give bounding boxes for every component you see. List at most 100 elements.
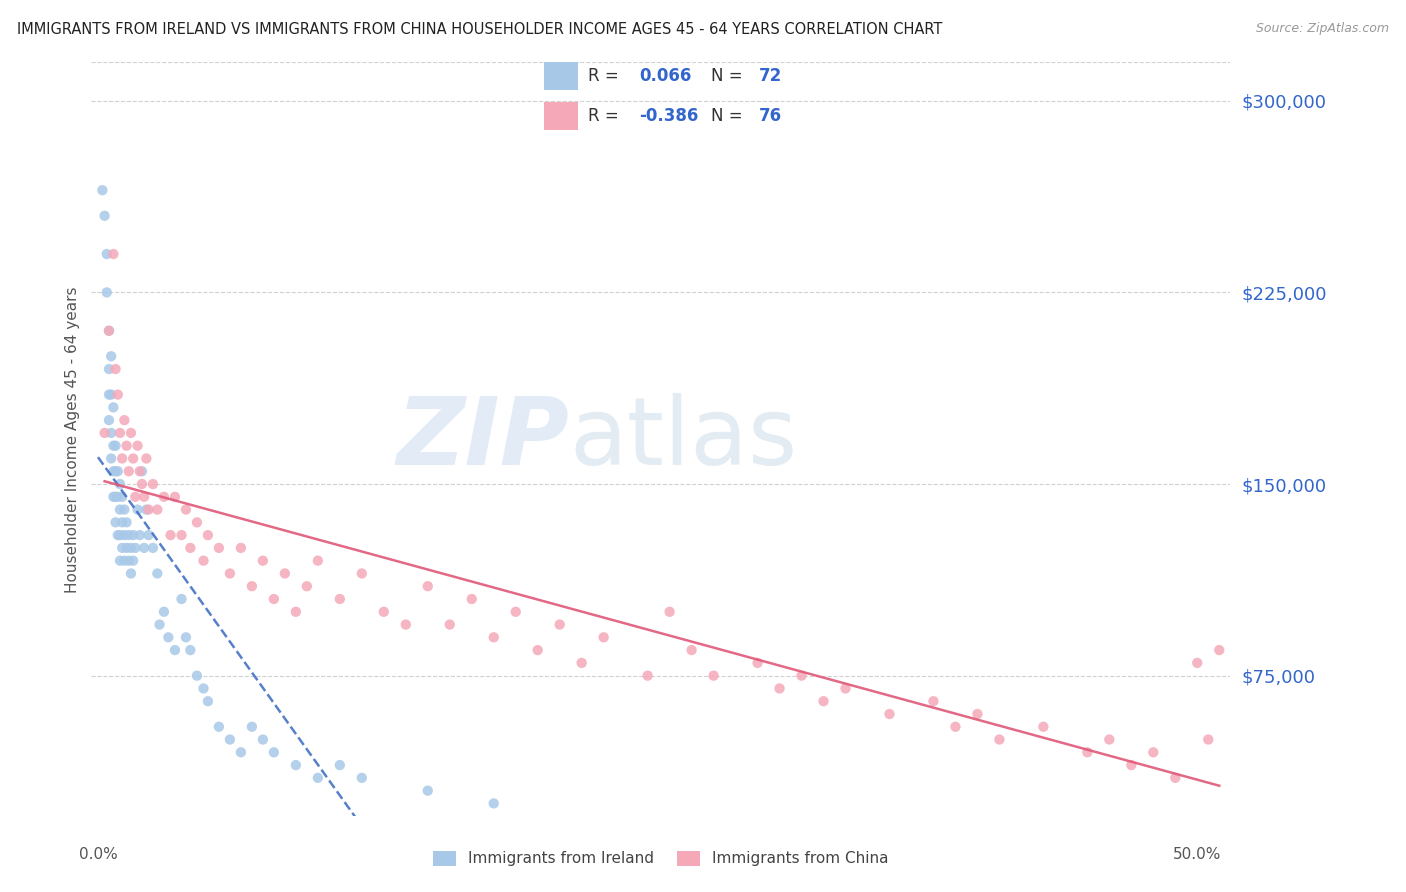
FancyBboxPatch shape	[544, 62, 578, 90]
Point	[96, 247, 118, 261]
Point	[482, 630, 505, 644]
Point	[96, 285, 118, 300]
Point	[128, 464, 150, 478]
Point	[104, 490, 127, 504]
Point	[122, 528, 145, 542]
Point	[120, 541, 142, 555]
Point	[284, 758, 307, 772]
Point	[681, 643, 703, 657]
Point	[107, 528, 129, 542]
Point	[174, 630, 197, 644]
Point	[193, 681, 215, 696]
Point	[107, 490, 129, 504]
Point	[526, 643, 548, 657]
Text: atlas: atlas	[569, 393, 799, 485]
Point	[135, 451, 157, 466]
Point	[208, 720, 231, 734]
Point	[100, 349, 122, 363]
Point	[104, 516, 127, 530]
Point	[1098, 732, 1121, 747]
Point	[229, 541, 252, 555]
Point	[307, 554, 329, 568]
Point	[148, 617, 170, 632]
Point	[157, 630, 180, 644]
Point	[108, 528, 131, 542]
Point	[138, 528, 160, 542]
Point	[118, 528, 141, 542]
Point	[103, 490, 125, 504]
Point	[122, 451, 145, 466]
Point	[988, 732, 1011, 747]
Point	[329, 592, 352, 607]
Point	[879, 706, 901, 721]
Point	[768, 681, 790, 696]
Point	[505, 605, 527, 619]
Point	[252, 732, 274, 747]
Point	[163, 490, 186, 504]
Point	[263, 592, 285, 607]
Point	[120, 425, 142, 440]
Point	[307, 771, 329, 785]
Point	[138, 502, 160, 516]
Point	[219, 732, 242, 747]
Point	[103, 464, 125, 478]
Point	[350, 771, 373, 785]
Point	[482, 797, 505, 811]
Point	[966, 706, 988, 721]
Point	[637, 668, 659, 682]
Point	[179, 541, 201, 555]
Point	[186, 668, 208, 682]
Point	[395, 617, 418, 632]
Point	[1121, 758, 1143, 772]
Point	[571, 656, 593, 670]
Point	[159, 528, 181, 542]
Point	[1208, 643, 1230, 657]
Point	[163, 643, 186, 657]
Point	[208, 541, 231, 555]
Point	[142, 477, 165, 491]
Text: 76: 76	[759, 107, 782, 125]
Point	[131, 464, 153, 478]
Text: R =: R =	[588, 107, 624, 125]
Point	[439, 617, 461, 632]
Point	[122, 554, 145, 568]
Point	[834, 681, 856, 696]
Text: 0.0%: 0.0%	[79, 847, 117, 862]
Text: Source: ZipAtlas.com: Source: ZipAtlas.com	[1256, 22, 1389, 36]
Point	[112, 413, 135, 427]
Point	[93, 209, 115, 223]
Point	[127, 439, 149, 453]
Point	[127, 502, 149, 516]
Point	[120, 566, 142, 581]
Point	[108, 425, 131, 440]
Point	[91, 183, 114, 197]
Point	[107, 464, 129, 478]
Point	[1164, 771, 1187, 785]
Point	[93, 425, 115, 440]
Point	[100, 387, 122, 401]
Point	[118, 554, 141, 568]
Text: 72: 72	[759, 67, 782, 85]
Point	[416, 579, 439, 593]
Point	[115, 541, 138, 555]
Point	[98, 362, 121, 376]
Text: 50.0%: 50.0%	[1173, 847, 1222, 862]
Point	[284, 605, 307, 619]
Point	[197, 528, 219, 542]
Text: ZIP: ZIP	[396, 393, 569, 485]
Point	[1142, 745, 1164, 759]
Point	[747, 656, 769, 670]
Point	[111, 451, 134, 466]
Point	[658, 605, 681, 619]
Point	[295, 579, 318, 593]
Point	[98, 324, 121, 338]
Legend: Immigrants from Ireland, Immigrants from China: Immigrants from Ireland, Immigrants from…	[427, 845, 894, 872]
Point	[179, 643, 201, 657]
Point	[111, 490, 134, 504]
Point	[128, 528, 150, 542]
Point	[112, 528, 135, 542]
Point	[112, 554, 135, 568]
Point	[104, 464, 127, 478]
Point	[153, 490, 176, 504]
Point	[274, 566, 297, 581]
